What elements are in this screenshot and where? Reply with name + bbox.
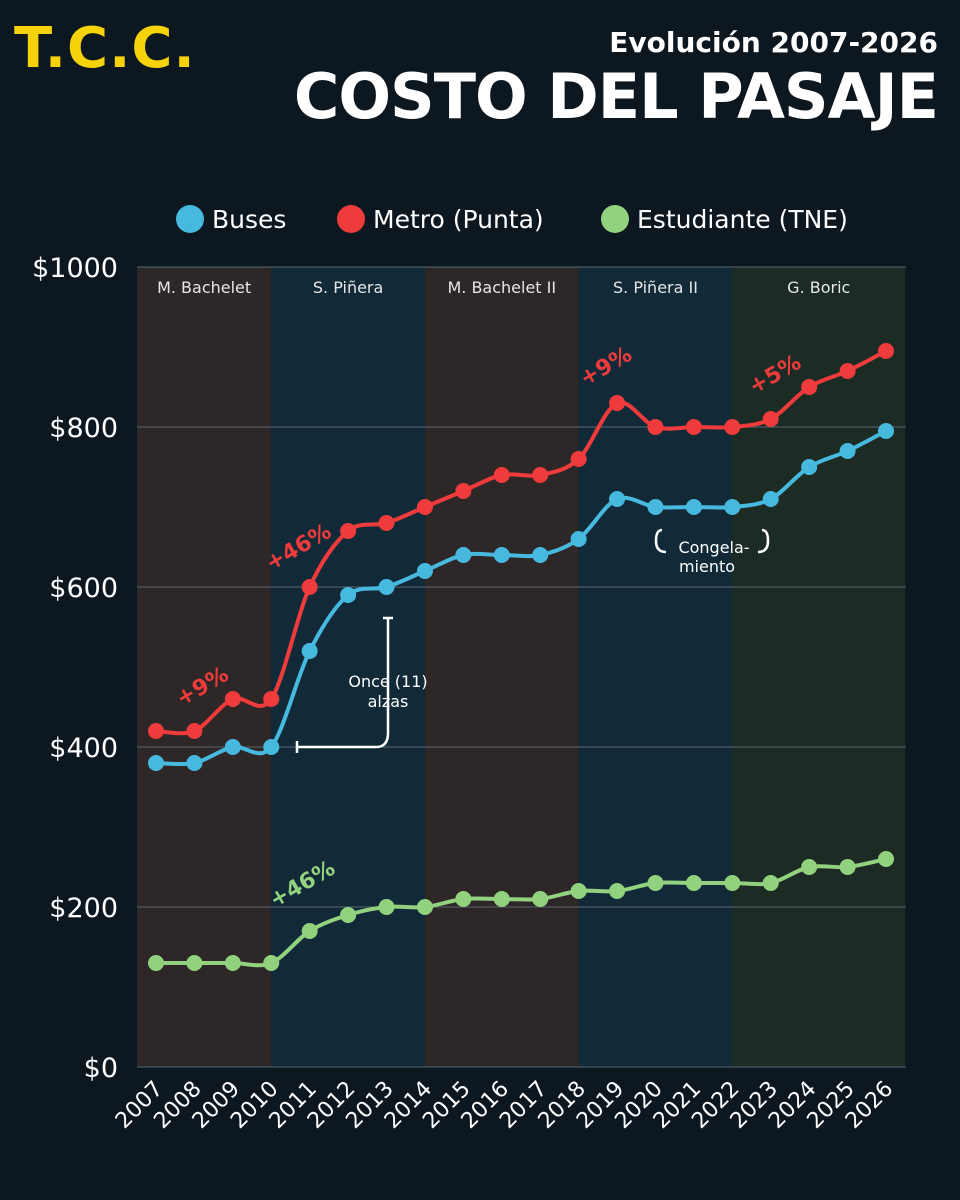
point-metro-punta-2013	[378, 515, 395, 531]
point-metro-punta-2007	[148, 723, 164, 739]
legend-marker-metro-punta	[337, 205, 365, 233]
point-metro-punta-2026	[878, 343, 894, 359]
point-estudiante-tne-2011	[301, 923, 318, 939]
legend-label-buses: Buses	[212, 205, 286, 234]
point-metro-punta-2022	[724, 419, 741, 435]
point-estudiante-tne-2014	[416, 899, 433, 915]
chart-title: COSTO DEL PASAJE	[293, 60, 939, 133]
point-metro-punta-2025	[839, 363, 856, 379]
point-estudiante-tne-2012	[340, 907, 357, 923]
period-band-0	[137, 267, 272, 1067]
point-estudiante-tne-2016	[493, 891, 510, 907]
legend-label-metro-punta: Metro (Punta)	[373, 205, 544, 234]
point-metro-punta-2024	[801, 379, 818, 395]
point-estudiante-tne-2008	[186, 955, 203, 971]
period-band-3	[578, 267, 733, 1067]
point-buses-2015	[455, 547, 472, 563]
point-buses-2009	[224, 739, 241, 755]
chart-subtitle: Evolución 2007-2026	[609, 26, 938, 59]
period-label-4: G. Boric	[787, 278, 850, 297]
point-metro-punta-2023	[762, 411, 779, 427]
period-label-0: M. Bachelet	[157, 278, 251, 297]
point-metro-punta-2018	[570, 451, 587, 467]
brand-logo: T.C.C.	[14, 16, 196, 81]
y-tick-label-1: $200	[49, 893, 118, 924]
point-metro-punta-2016	[493, 467, 510, 483]
legend-marker-estudiante-tne	[601, 205, 629, 233]
period-label-1: S. Piñera	[313, 278, 383, 297]
callout-congelamiento-line-0: Congela-	[678, 538, 749, 557]
point-metro-punta-2008	[186, 723, 203, 739]
point-estudiante-tne-2009	[224, 955, 241, 971]
legend-marker-buses	[176, 205, 204, 233]
point-metro-punta-2012	[340, 523, 357, 539]
point-estudiante-tne-2023	[762, 875, 779, 891]
point-buses-2007	[148, 755, 164, 771]
y-tick-label-2: $400	[49, 733, 118, 764]
point-estudiante-tne-2019	[609, 883, 626, 899]
y-tick-label-3: $600	[49, 573, 118, 604]
point-buses-2012	[340, 587, 357, 603]
period-band-2	[424, 267, 579, 1067]
point-buses-2017	[532, 547, 549, 563]
point-estudiante-tne-2020	[647, 875, 664, 891]
point-estudiante-tne-2015	[455, 891, 472, 907]
callout-bracket-alzas	[295, 616, 393, 753]
point-buses-2019	[609, 491, 626, 507]
point-buses-2016	[493, 547, 510, 563]
point-estudiante-tne-2025	[839, 859, 856, 875]
period-label-3: S. Piñera II	[613, 278, 698, 297]
period-band-4	[732, 267, 906, 1067]
point-estudiante-tne-2007	[148, 955, 164, 971]
point-buses-2013	[378, 579, 395, 595]
point-buses-2026	[878, 423, 894, 439]
point-metro-punta-2009	[224, 691, 241, 707]
point-buses-2025	[839, 443, 856, 459]
y-tick-label-5: $1000	[32, 253, 118, 284]
point-estudiante-tne-2017	[532, 891, 549, 907]
point-buses-2020	[647, 499, 664, 515]
callout-alzas-line-0: Once (11)	[348, 672, 427, 691]
period-band-1	[271, 267, 425, 1067]
callout-brace-left	[654, 528, 667, 554]
point-metro-punta-2011	[301, 579, 318, 595]
point-buses-2024	[801, 459, 818, 475]
point-estudiante-tne-2018	[570, 883, 587, 899]
point-estudiante-tne-2013	[378, 899, 395, 915]
point-buses-2018	[570, 531, 587, 547]
point-buses-2023	[762, 491, 779, 507]
point-metro-punta-2017	[532, 467, 549, 483]
point-buses-2008	[186, 755, 203, 771]
point-estudiante-tne-2024	[801, 859, 818, 875]
callout-alzas-line-1: alzas	[368, 692, 409, 711]
point-estudiante-tne-2022	[724, 875, 741, 891]
legend-label-estudiante-tne: Estudiante (TNE)	[637, 205, 848, 234]
point-estudiante-tne-2021	[685, 875, 702, 891]
point-metro-punta-2014	[416, 499, 433, 515]
point-buses-2010	[263, 739, 280, 755]
point-estudiante-tne-2026	[878, 851, 894, 867]
point-metro-punta-2019	[609, 395, 626, 411]
y-tick-label-0: $0	[84, 1053, 118, 1084]
point-metro-punta-2015	[455, 483, 472, 499]
callout-brace-right	[757, 528, 770, 554]
point-buses-2022	[724, 499, 741, 515]
point-buses-2011	[301, 643, 318, 659]
point-buses-2014	[416, 563, 433, 579]
point-buses-2021	[685, 499, 702, 515]
period-label-2: M. Bachelet II	[447, 278, 556, 297]
point-metro-punta-2010	[263, 691, 280, 707]
point-estudiante-tne-2010	[263, 955, 280, 971]
callout-congelamiento-line-1: miento	[679, 557, 735, 576]
y-tick-label-4: $800	[49, 413, 118, 444]
point-metro-punta-2020	[647, 419, 664, 435]
point-metro-punta-2021	[685, 419, 702, 435]
